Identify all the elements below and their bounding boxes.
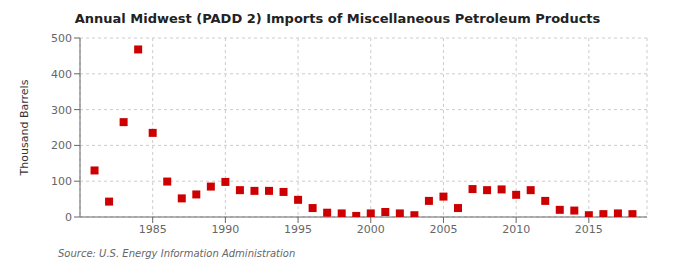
- svg-text:1985: 1985: [139, 223, 167, 236]
- svg-text:0: 0: [65, 211, 72, 224]
- svg-text:2005: 2005: [429, 223, 457, 236]
- svg-text:Thousand Barrels: Thousand Barrels: [18, 79, 31, 176]
- svg-text:300: 300: [51, 104, 72, 117]
- svg-text:2010: 2010: [502, 223, 530, 236]
- html-text:Source: U.S. Energy Informatio: Source: U.S. Energy Information Administ…: [58, 248, 296, 259]
- svg-text:1995: 1995: [284, 223, 312, 236]
- svg-text:500: 500: [51, 32, 72, 45]
- svg-text:2000: 2000: [357, 223, 385, 236]
- svg-text:200: 200: [51, 139, 72, 152]
- svg-text:2015: 2015: [575, 223, 603, 236]
- svg-text:1990: 1990: [211, 223, 239, 236]
- svg-text:100: 100: [51, 175, 72, 188]
- svg-text:400: 400: [51, 68, 72, 81]
- html-text:Annual Midwest (PADD 2) Import: Annual Midwest (PADD 2) Imports of Misce…: [74, 11, 601, 26]
